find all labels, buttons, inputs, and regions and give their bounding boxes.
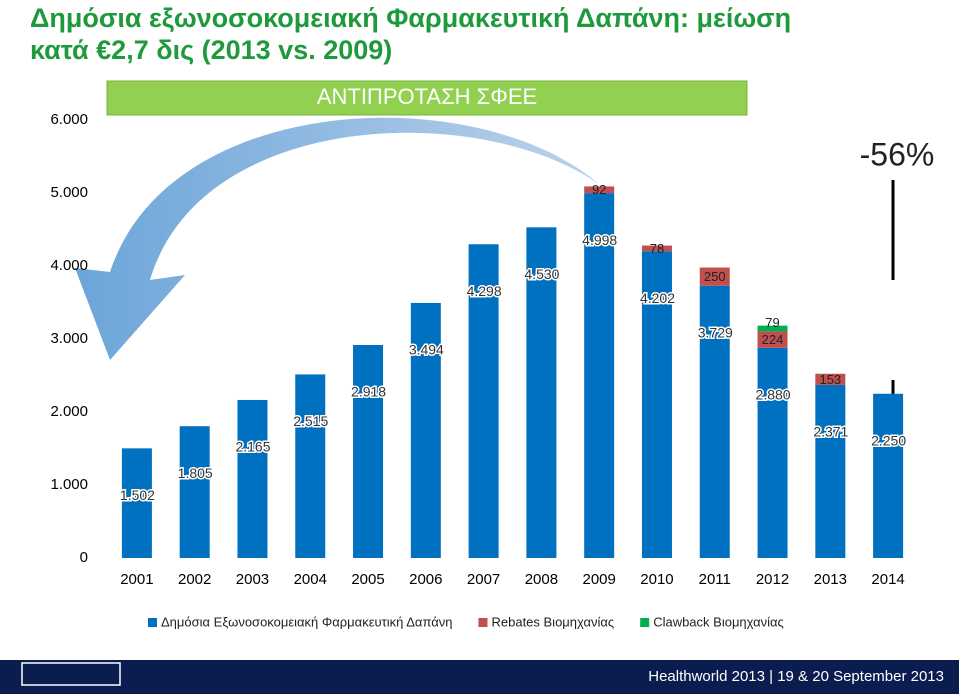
footer-logo-box (21, 662, 121, 686)
footer-bar (0, 660, 959, 694)
bar-segment (584, 186, 615, 194)
value-label: 92 (592, 182, 606, 197)
bar-segment (815, 373, 846, 385)
x-tick-label: 2011 (699, 571, 731, 588)
bar-segment (757, 325, 788, 332)
x-tick-label: 2010 (640, 571, 673, 588)
bar-segment (353, 344, 384, 558)
value-label: 78 (650, 241, 664, 256)
value-label: 3.494 (409, 342, 444, 358)
bar-segment (526, 227, 557, 558)
footer-text: Healthworld 2013 | 19 & 20 September 201… (648, 668, 944, 685)
legend-swatch (148, 618, 157, 627)
value-label: 3.729 (698, 324, 733, 340)
bar-segment (179, 426, 210, 558)
y-tick-label: 1.000 (50, 476, 88, 493)
x-tick-label: 2007 (467, 571, 500, 588)
value-label: 1.502 (120, 487, 155, 503)
x-tick-label: 2004 (294, 571, 327, 588)
bar-segment (815, 384, 846, 558)
value-label: 2.250 (871, 432, 906, 448)
value-label: 4.998 (582, 232, 617, 248)
x-tick-label: 2001 (120, 571, 153, 588)
value-label: 4.530 (524, 266, 559, 282)
y-tick-label: 4.000 (50, 257, 88, 274)
bar-segment (641, 251, 672, 558)
y-tick-label: 2.000 (50, 403, 88, 420)
y-tick-label: 0 (80, 549, 88, 566)
curved-arrow (75, 117, 600, 360)
x-tick-label: 2006 (409, 571, 442, 588)
bar-segment (295, 374, 326, 558)
legend-label: Δημόσια Εξωνοσοκομειακή Φαρμακευτική Δαπ… (161, 614, 452, 629)
bar-segment (121, 448, 152, 558)
legend-swatch (640, 618, 650, 627)
legend-label: Clawback Βιομηχανίας (653, 614, 784, 629)
bar-segment (584, 193, 615, 558)
bar-segment (410, 302, 441, 558)
x-tick-label: 2012 (756, 571, 789, 588)
legend-label: Rebates Βιομηχανίας (491, 614, 614, 629)
y-tick-label: 6.000 (50, 111, 88, 128)
legend-swatch (478, 618, 488, 627)
bar-segment (699, 285, 730, 558)
x-tick-label: 2005 (351, 571, 384, 588)
y-tick-label: 5.000 (50, 184, 88, 201)
value-label: 1.805 (178, 465, 213, 481)
value-label: 4.202 (640, 290, 675, 306)
chart-subtitle: κατά €2,7 δις (2013 vs. 2009) (30, 35, 392, 65)
change-label: -56% (860, 136, 935, 172)
value-label: 4.298 (467, 283, 502, 299)
value-label: 2.371 (813, 424, 848, 440)
banner-box (106, 80, 748, 116)
bar-segment (699, 267, 730, 286)
y-tick-label: 3.000 (50, 330, 88, 347)
chart-title: Δημόσια εξωνοσοκομειακή Φαρμακευτική Δαπ… (30, 3, 791, 33)
value-label: 2.880 (756, 386, 791, 402)
value-label: 2.165 (235, 439, 270, 455)
bar-segment (757, 331, 788, 348)
bar-segment (757, 347, 788, 558)
x-tick-label: 2003 (236, 571, 269, 588)
bar-segment (641, 245, 672, 252)
value-label: 2.918 (351, 384, 386, 400)
value-label: 224 (762, 332, 784, 347)
x-tick-label: 2002 (178, 571, 211, 588)
banner-text: ΑΝΤΙΠΡΟΤΑΣΗ ΣΦΕΕ (317, 84, 537, 109)
x-tick-label: 2014 (871, 571, 904, 588)
value-label: 250 (704, 269, 726, 284)
value-label: 153 (819, 372, 841, 387)
bar-segment (468, 244, 499, 558)
bar-segment (237, 399, 268, 558)
x-tick-label: 2013 (814, 571, 847, 588)
value-label: 2.515 (293, 413, 328, 429)
value-label: 79 (765, 315, 779, 330)
x-tick-label: 2009 (582, 571, 615, 588)
x-tick-label: 2008 (525, 571, 558, 588)
bar-segment (873, 393, 904, 558)
